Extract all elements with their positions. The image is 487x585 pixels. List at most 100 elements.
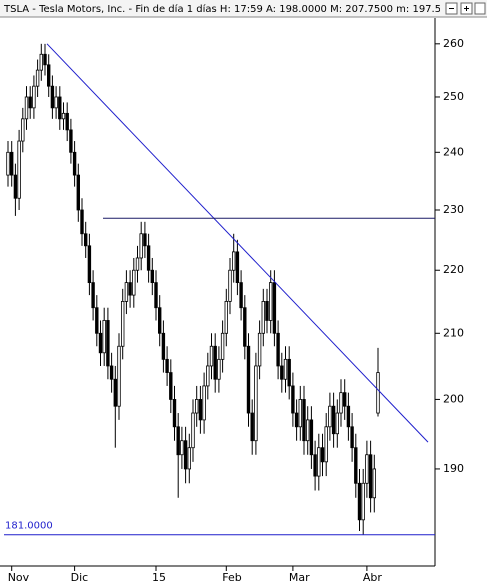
candle-body — [220, 332, 225, 360]
candle-body — [124, 282, 129, 302]
candle-body — [268, 282, 273, 321]
close-button[interactable] — [474, 2, 486, 15]
x-tick-label: Nov — [8, 571, 30, 584]
candle-body — [117, 345, 121, 407]
x-tick-label: Mar — [289, 571, 310, 584]
candle-body — [106, 320, 110, 367]
candle-body — [257, 332, 262, 367]
candle-body — [246, 345, 251, 414]
header-bar — [0, 0, 487, 17]
candle-body — [346, 405, 351, 428]
support-label: 181.0000 — [5, 521, 53, 532]
candle-body — [265, 300, 269, 321]
candle-body — [206, 365, 210, 387]
candle-body — [298, 399, 302, 428]
candle-body — [309, 419, 314, 456]
window-buttons[interactable] — [445, 2, 486, 15]
candle-body — [335, 412, 339, 435]
candle-body — [87, 245, 92, 284]
candle-body — [91, 282, 95, 309]
candle-body — [176, 426, 180, 456]
candle-body — [17, 140, 21, 199]
candle-body — [194, 399, 199, 414]
candle-body — [69, 129, 73, 153]
candle-body — [261, 300, 265, 334]
candle-body — [305, 419, 310, 442]
candle-body — [54, 96, 58, 109]
candle-body — [65, 112, 69, 131]
candle-body — [231, 251, 236, 271]
candle-body — [320, 447, 325, 463]
candle-body — [50, 85, 55, 109]
candle-body — [84, 233, 88, 247]
candle-body — [287, 358, 291, 387]
candle-body — [121, 300, 125, 347]
y-tick-label: 210 — [443, 326, 464, 339]
y-tick-label: 190 — [443, 462, 464, 475]
candle-body — [139, 233, 143, 259]
candle-body — [24, 96, 29, 120]
candle-body — [357, 482, 362, 521]
candle-body — [354, 447, 358, 484]
candle-body — [350, 426, 354, 449]
candle-body — [368, 454, 373, 499]
candle-body — [150, 269, 154, 284]
candle-body — [243, 307, 247, 347]
candle-body — [280, 365, 284, 380]
candle-body — [43, 53, 47, 66]
candle-body — [102, 320, 106, 354]
y-tick-label: 230 — [443, 203, 464, 216]
candle-body — [376, 372, 380, 414]
candle-body — [250, 412, 254, 442]
candle-body — [72, 151, 77, 176]
candle-body — [6, 151, 10, 176]
candle-body — [202, 385, 206, 421]
candle-body — [113, 378, 117, 407]
candle-body — [183, 440, 188, 470]
candle-body — [21, 118, 25, 142]
trend-line — [46, 43, 429, 443]
candle-body — [224, 300, 228, 334]
candle-body — [32, 85, 36, 109]
candle-body — [180, 440, 184, 456]
candle-body — [109, 365, 114, 380]
candle-body — [324, 426, 328, 463]
candle-body — [191, 412, 195, 449]
candle-body — [339, 392, 343, 414]
candle-body — [213, 345, 217, 380]
chart-title: TSLA - Tesla Motors, Inc. - Fin de día 1… — [3, 3, 441, 15]
candle-body — [331, 405, 336, 435]
candle-body — [95, 307, 99, 334]
candle-body — [80, 209, 84, 235]
candle-body — [157, 307, 162, 334]
candle-body — [209, 345, 214, 367]
candle-body — [302, 399, 306, 442]
candle-body — [47, 64, 51, 87]
candle-body — [187, 447, 191, 470]
candle-body — [98, 332, 103, 354]
candle-body — [132, 269, 136, 296]
x-tick-label: Feb — [222, 571, 241, 584]
candle-body — [172, 399, 177, 428]
candle-body — [328, 405, 332, 428]
candle-body — [135, 257, 140, 271]
candle-body — [146, 245, 151, 271]
candle-body — [28, 96, 32, 109]
candle-body — [143, 233, 147, 247]
candle-body — [228, 269, 232, 302]
candle-body — [165, 358, 169, 373]
candle-body — [365, 454, 369, 484]
candle-body — [198, 399, 203, 421]
candle-body — [58, 96, 62, 120]
candle-body — [217, 358, 221, 380]
y-tick-label: 240 — [443, 145, 464, 158]
candle-body — [154, 282, 158, 309]
candle-body — [39, 53, 43, 71]
candle-body — [272, 282, 277, 334]
candle-body — [254, 365, 258, 442]
candle-body — [342, 392, 347, 407]
candle-body — [372, 468, 376, 499]
candle-body — [313, 454, 317, 477]
